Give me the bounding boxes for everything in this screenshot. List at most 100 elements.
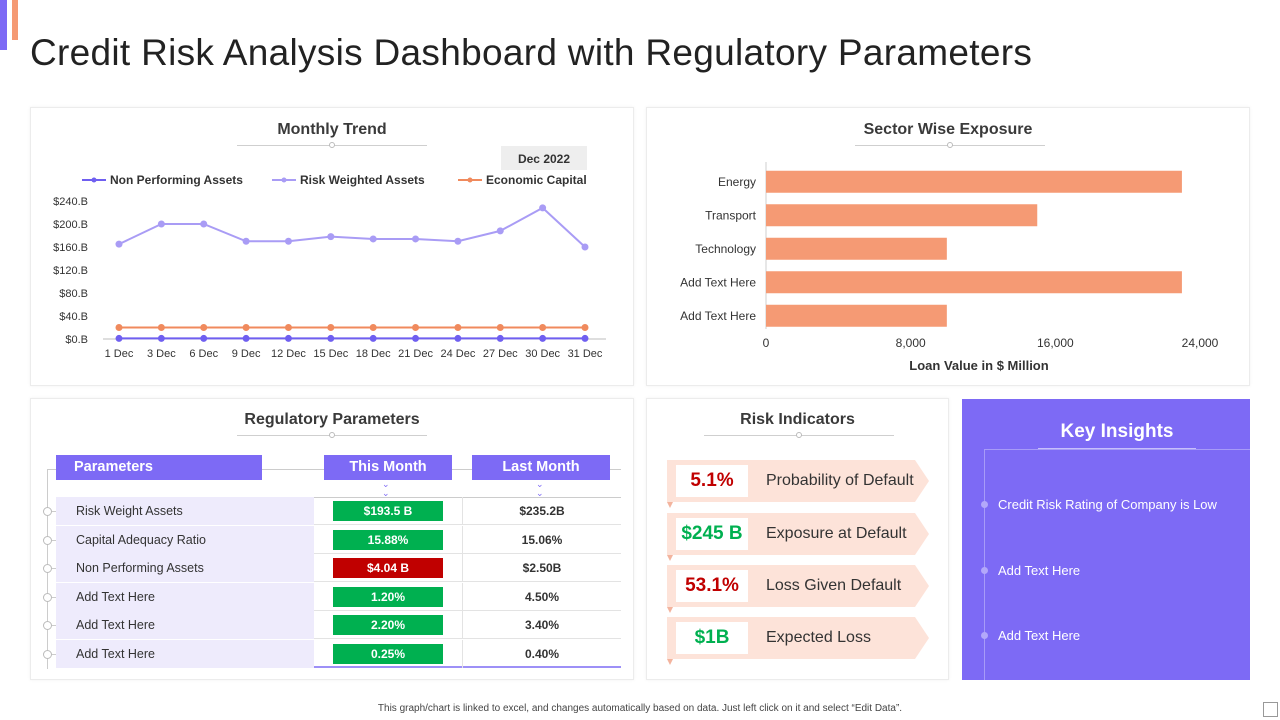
row-this-month: 2.20% [314,611,462,639]
header-this-month: This Month [324,455,452,480]
x-tick-label: 12 Dec [271,348,306,360]
insight-item: Credit Risk Rating of Company is Low [998,497,1217,512]
title-divider [237,142,427,148]
risk-indicator-probability-default: 5.1% Probability of Default [667,460,932,508]
table-top-rule [56,497,621,498]
data-point [327,324,335,331]
data-point [581,334,589,342]
data-point [327,334,335,342]
data-point [157,324,165,331]
series-line [115,334,589,342]
data-point [412,334,420,342]
row-this-month: 1.20% [314,583,462,611]
title-divider [1038,448,1196,449]
risk-indicator-expected-loss: $1B Expected Loss [667,617,932,665]
x-tick-label: 16,000 [1037,336,1074,350]
category-label: Transport [705,208,757,222]
row-this-month: 15.88% [314,526,462,554]
risk-label: Probability of Default [766,472,914,489]
row-name: Add Text Here [56,640,314,668]
insight-item: Add Text Here [998,563,1081,578]
row-last-month: 3.40% [462,611,621,639]
x-tick-label: 18 Dec [356,348,391,360]
x-tick-label: 24 Dec [440,348,475,360]
sector-exposure-title: Sector Wise Exposure [863,121,1033,138]
value-pill: 1.20% [333,587,443,607]
bullet-icon [981,632,988,639]
row-name: Add Text Here [56,611,314,639]
risk-value: 5.1% [676,465,748,497]
connector-line [52,654,56,655]
data-point [327,233,335,241]
insights-connector [984,449,985,680]
connector-line [52,597,56,598]
category-label: Add Text Here [680,309,756,323]
title-divider [855,142,1045,148]
data-point [242,324,250,331]
row-last-month: 15.06% [462,526,621,554]
data-point [581,243,589,251]
legend-entry: Non Performing Assets [82,173,243,187]
data-point [284,334,292,342]
insight-item: Add Text Here [998,628,1081,643]
connector-line [52,511,56,512]
data-point [157,334,165,342]
row-name: Risk Weight Assets [56,497,314,525]
data-point [496,324,504,331]
data-point [369,324,377,331]
y-tick-label: $120.B [53,265,88,277]
risk-label: Expected Loss [766,629,871,646]
data-point [115,334,123,342]
sector-exposure-chart: Energy Transport Technology Add Text Here Ad… [680,162,1219,373]
data-point [454,334,462,342]
svg-text:Non Performing Assets: Non Performing Assets [110,173,243,187]
data-point [581,324,589,331]
y-tick-label: $80.B [59,288,88,300]
risk-value: 53.1% [676,570,748,602]
risk-indicator-loss-given-default: 53.1% Loss Given Default [667,565,932,613]
x-tick-label: 30 Dec [525,348,560,360]
value-pill: $4.04 B [333,558,443,578]
category-label: Add Text Here [680,275,756,289]
key-insights-panel: Key Insights Credit Risk Rating of Compa… [962,399,1250,680]
risk-value: $245 B [676,518,748,550]
data-point [115,240,123,248]
row-this-month: $193.5 B [314,497,462,525]
risk-indicator-exposure-default: $245 B Exposure at Default [667,513,932,561]
legend-entry: Risk Weighted Assets [272,173,425,187]
value-pill: 2.20% [333,615,443,635]
row-last-month: 0.40% [462,640,621,668]
bar [766,271,1182,294]
data-point [115,324,123,331]
x-tick-label: 9 Dec [232,348,261,360]
sector-exposure-panel: Sector Wise Exposure [646,107,1250,386]
connector-dot [43,536,52,545]
data-point [496,334,504,342]
data-point [412,324,420,331]
series-line [115,204,589,251]
row-this-month: 0.25% [314,640,462,668]
title-divider [237,432,427,438]
row-last-month: $235.2B [462,497,621,525]
table-row: Capital Adequacy Ratio 15.88% 15.06% [56,526,621,554]
table-row: Non Performing Assets $4.04 B $2.50B [56,554,621,582]
bar [766,237,947,260]
x-axis-label: Loan Value in $ Million [909,358,1048,373]
chevron-down-icon: ⌄ ⌄ [382,479,390,498]
y-tick-label: $160.B [53,242,88,254]
y-tick-label: $200.B [53,219,88,231]
connector-dot [43,593,52,602]
y-tick-label: $0.B [65,334,88,346]
x-tick-label: 24,000 [1182,336,1219,350]
footer-note: This graph/chart is linked to excel, and… [377,703,903,714]
date-badge-label: Dec 2022 [518,152,570,166]
bar [766,304,947,327]
risk-label: Exposure at Default [766,525,907,542]
category-label: Technology [695,242,756,256]
y-tick-label: $240.B [53,196,88,208]
x-tick-label: 8,000 [896,336,926,350]
x-tick-label: 15 Dec [313,348,348,360]
data-point [454,237,462,245]
x-tick-label: 3 Dec [147,348,176,360]
row-last-month: 4.50% [462,583,621,611]
